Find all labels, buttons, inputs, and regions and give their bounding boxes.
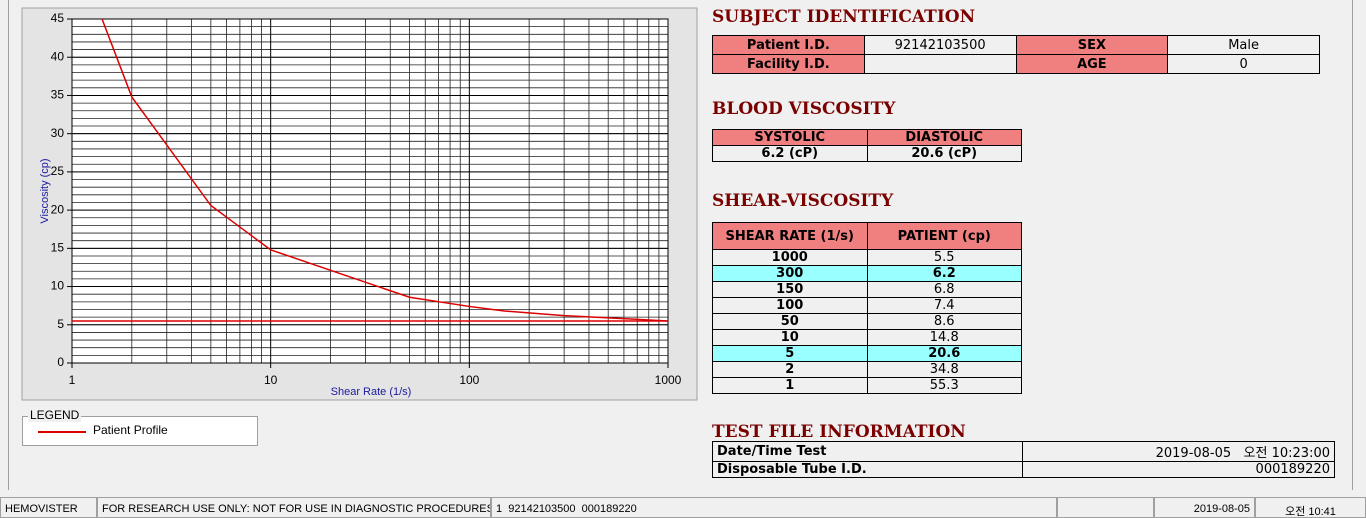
y-tick-label: 35	[51, 88, 65, 102]
shear-row: 150 6.8	[712, 281, 1022, 298]
value: 2019-08-05 오전 10:23:00	[1022, 441, 1335, 462]
value: 0	[1167, 54, 1320, 74]
x-axis-label: Shear Rate (1/s)	[331, 386, 412, 398]
shear-rate: 1000	[712, 249, 868, 266]
section-title: TEST FILE INFORMATION	[712, 422, 966, 442]
value: Male	[1167, 35, 1320, 55]
y-tick-label: 0	[57, 355, 64, 369]
shear-row: 2 34.8	[712, 361, 1022, 378]
x-tick-label: 100	[459, 373, 479, 387]
header: SYSTOLIC	[712, 129, 868, 146]
shear-row: 10 14.8	[712, 329, 1022, 346]
shear-rate: 1	[712, 377, 868, 394]
x-tick-label: 1	[69, 373, 76, 387]
legend-title: LEGEND	[28, 408, 82, 422]
status-app: HEMOVISTER	[0, 497, 97, 518]
header: SHEAR RATE (1/s)	[712, 222, 868, 250]
legend-label: Patient Profile	[93, 423, 168, 437]
header: PATIENT (cp)	[866, 222, 1022, 250]
series-line	[101, 19, 668, 322]
shear-table: SHEAR RATE (1/s) PATIENT (cp) 1000 5.5 300 6…	[712, 222, 1022, 394]
test-file-table: Date/Time Test 2019-08-05 오전 10:23:00 Dis…	[712, 441, 1335, 478]
blood-table: SYSTOLIC DIASTOLIC 6.2 (cP) 20.6 (cP)	[712, 129, 1022, 162]
viscosity: 14.8	[866, 329, 1022, 346]
shear-rate: 2	[712, 361, 868, 378]
viscosity: 5.5	[866, 249, 1022, 266]
value: 92142103500	[863, 35, 1017, 55]
value: 20.6 (cP)	[866, 145, 1022, 162]
viscosity: 20.6	[866, 345, 1022, 362]
label: Disposable Tube I.D.	[712, 461, 1023, 478]
shear-row: 5 20.6	[712, 345, 1022, 362]
status-record: 1 92142103500 000189220	[491, 497, 1057, 518]
section-title: SHEAR-VISCOSITY	[712, 191, 894, 211]
header: DIASTOLIC	[866, 129, 1022, 146]
y-tick-label: 10	[51, 279, 65, 293]
y-tick-label: 15	[51, 241, 65, 255]
y-tick-label: 20	[51, 202, 65, 216]
window-border	[8, 0, 9, 490]
viscosity: 34.8	[866, 361, 1022, 378]
value: 000189220	[1022, 461, 1335, 478]
value	[863, 54, 1017, 74]
label: Facility I.D.	[712, 54, 865, 74]
subject-table: Patient I.D. 92142103500 SEX Male Facility …	[712, 35, 1320, 74]
status-notice: FOR RESEARCH USE ONLY: NOT FOR USE IN DI…	[97, 497, 491, 518]
shear-rate: 10	[712, 329, 868, 346]
shear-row: 300 6.2	[712, 265, 1022, 282]
shear-rate: 150	[712, 281, 868, 298]
status-empty	[1057, 497, 1154, 518]
y-tick-label: 45	[51, 11, 65, 25]
viscosity: 8.6	[866, 313, 1022, 330]
label: Date/Time Test	[712, 441, 1023, 462]
section-title: BLOOD VISCOSITY	[712, 99, 896, 119]
viscosity: 6.2	[866, 265, 1022, 282]
y-tick-label: 5	[57, 317, 64, 331]
chart: Shear Rate (1/s) Viscosity (cp) 0 5 10 15 20…	[21, 7, 698, 401]
x-tick-label: 10	[264, 373, 278, 387]
viscosity: 7.4	[866, 297, 1022, 314]
label: SEX	[1015, 35, 1169, 55]
status-date: 2019-08-05	[1154, 497, 1255, 518]
label: Patient I.D.	[712, 35, 865, 55]
value: 6.2 (cP)	[712, 145, 868, 162]
shear-rate: 100	[712, 297, 868, 314]
section-title: SUBJECT IDENTIFICATION	[712, 7, 976, 27]
shear-rate: 300	[712, 265, 868, 282]
viscosity: 55.3	[866, 377, 1022, 394]
x-tick-label: 1000	[655, 373, 682, 387]
y-axis-label: Viscosity (cp)	[39, 158, 51, 223]
shear-rate: 50	[712, 313, 868, 330]
shear-row: 1000 5.5	[712, 249, 1022, 266]
grid	[67, 18, 669, 368]
plot-area	[71, 18, 669, 364]
window-border	[1352, 0, 1353, 490]
shear-rate: 5	[712, 345, 868, 362]
label: AGE	[1015, 54, 1169, 74]
y-tick-label: 40	[51, 49, 65, 63]
legend-swatch	[38, 431, 86, 433]
shear-row: 1 55.3	[712, 377, 1022, 394]
legend: LEGEND Patient Profile	[22, 408, 258, 446]
plot-lines	[72, 19, 668, 322]
y-tick-label: 30	[51, 126, 65, 140]
shear-row: 50 8.6	[712, 313, 1022, 330]
status-time: 오전 10:41	[1255, 497, 1366, 518]
viscosity: 6.8	[866, 281, 1022, 298]
y-tick-label: 25	[51, 164, 65, 178]
shear-row: 100 7.4	[712, 297, 1022, 314]
